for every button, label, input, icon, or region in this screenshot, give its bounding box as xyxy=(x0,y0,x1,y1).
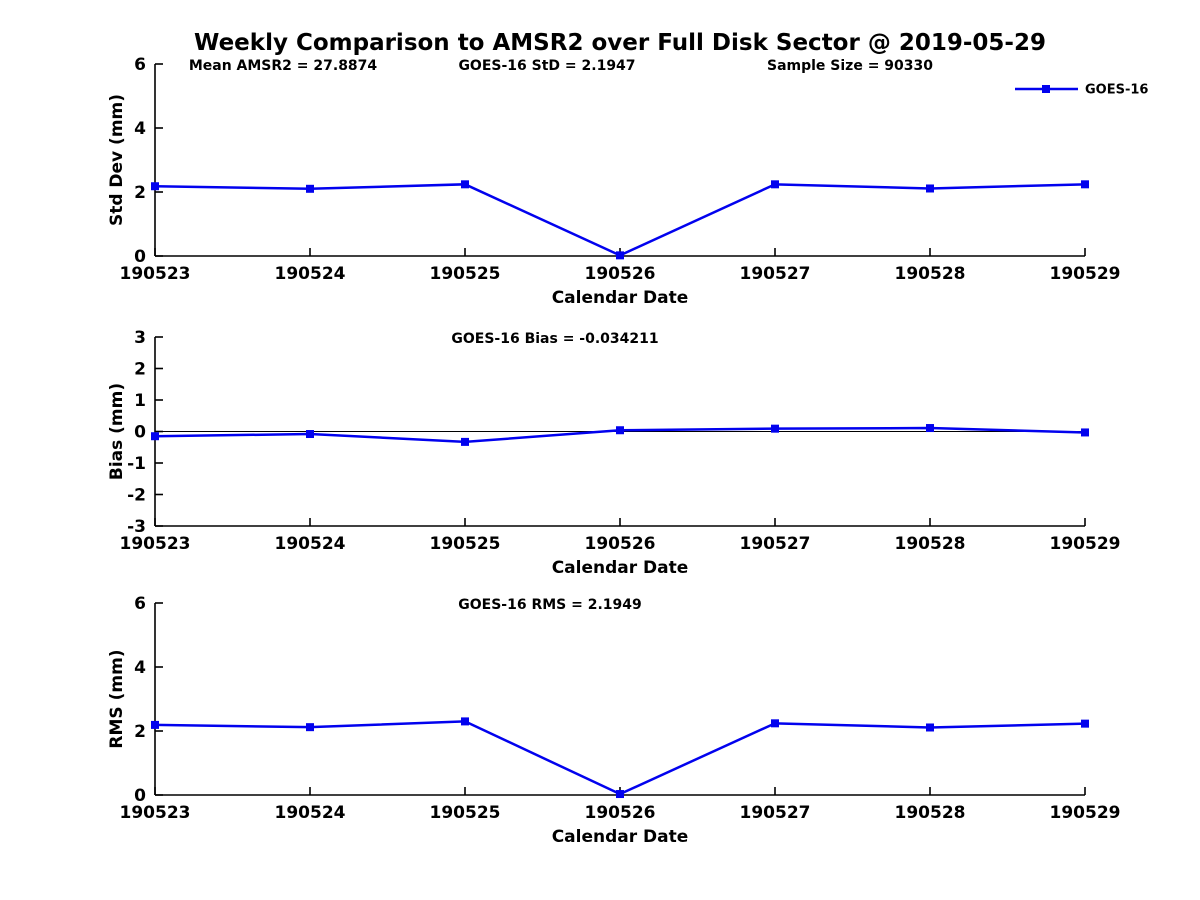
y-tick-label: -2 xyxy=(127,486,146,506)
annotation-goes16-rms: GOES-16 RMS = 2.1949 xyxy=(458,597,642,613)
x-tick-label: 190526 xyxy=(585,264,656,284)
y-tick-label: 6 xyxy=(134,594,146,614)
x-tick-label: 190523 xyxy=(120,534,191,554)
y-tick-label: -3 xyxy=(127,517,146,537)
y-tick-label: 2 xyxy=(134,722,146,742)
x-tick-label: 190524 xyxy=(275,264,346,284)
data-point-marker xyxy=(926,424,934,433)
data-point-marker xyxy=(616,790,624,799)
y-tick-label: 2 xyxy=(134,183,146,203)
figure-title: Weekly Comparison to AMSR2 over Full Dis… xyxy=(194,30,1046,56)
series-line-goes-16 xyxy=(154,183,1086,257)
y-axis-label-rms: RMS (mm) xyxy=(107,649,127,748)
legend: GOES-16 xyxy=(1015,83,1148,98)
x-tick-label: 190524 xyxy=(275,803,346,823)
x-tick-label: 190523 xyxy=(120,264,191,284)
y-tick-label: 4 xyxy=(134,658,146,678)
data-point-marker xyxy=(306,430,314,439)
y-tick-label: 0 xyxy=(134,786,146,806)
data-point-marker xyxy=(616,426,624,435)
x-tick-label: 190525 xyxy=(430,534,501,554)
x-tick-label: 190529 xyxy=(1050,264,1121,284)
x-tick-label: 190523 xyxy=(120,803,191,823)
y-tick-label: 2 xyxy=(134,360,146,380)
x-axis-label-1: Calendar Date xyxy=(552,288,689,308)
data-point-marker xyxy=(461,180,469,189)
x-tick-label: 190529 xyxy=(1050,803,1121,823)
x-tick-label: 190528 xyxy=(895,803,966,823)
x-tick-label: 190527 xyxy=(740,803,811,823)
annotation-mean-amsr2: Mean AMSR2 = 27.8874 xyxy=(189,58,378,74)
y-tick-label: 0 xyxy=(134,423,146,443)
y-tick-label: -1 xyxy=(127,454,146,474)
data-point-marker xyxy=(1081,719,1089,728)
data-point-marker xyxy=(1081,428,1089,437)
data-point-marker xyxy=(306,184,314,193)
x-tick-label: 190524 xyxy=(275,534,346,554)
x-axis-label-2: Calendar Date xyxy=(552,558,689,578)
annotation-goes16-bias: GOES-16 Bias = -0.034211 xyxy=(451,331,658,347)
y-axis-label-stddev: Std Dev (mm) xyxy=(107,94,127,226)
series-line-goes-16 xyxy=(154,720,1086,796)
x-axis-label-3: Calendar Date xyxy=(552,827,689,847)
subplot-rms: 0 2 4 6 190523 190524 190525 190526 190527 190528… xyxy=(120,594,1121,823)
subplots: 0 2 4 6 190523 190524 190525 190526 190527 190528… xyxy=(120,55,1121,823)
x-tick-label: 190529 xyxy=(1050,534,1121,554)
data-point-marker xyxy=(151,432,159,441)
data-point-marker xyxy=(771,719,779,728)
x-tick-label: 190526 xyxy=(585,803,656,823)
x-tick-label: 190528 xyxy=(895,264,966,284)
data-point-marker xyxy=(1081,180,1089,189)
annotation-goes16-std: GOES-16 StD = 2.1947 xyxy=(458,58,635,74)
y-axis-label-bias: Bias (mm) xyxy=(107,383,127,480)
data-point-marker xyxy=(151,720,159,729)
legend-marker-icon xyxy=(1042,85,1050,93)
y-tick-label: 3 xyxy=(134,328,146,348)
x-tick-label: 190527 xyxy=(740,534,811,554)
data-point-marker xyxy=(151,182,159,191)
y-tick-label: 0 xyxy=(134,247,146,267)
x-tick-label: 190528 xyxy=(895,534,966,554)
y-tick-label: 6 xyxy=(134,55,146,75)
annotation-sample-size: Sample Size = 90330 xyxy=(767,58,933,74)
data-point-marker xyxy=(926,723,934,732)
data-point-marker xyxy=(771,424,779,433)
x-tick-label: 190526 xyxy=(585,534,656,554)
y-tick-label: 4 xyxy=(134,119,146,139)
data-point-marker xyxy=(306,723,314,732)
data-point-marker xyxy=(461,437,469,446)
x-tick-label: 190527 xyxy=(740,264,811,284)
legend-entry-goes16: GOES-16 xyxy=(1085,83,1148,98)
subplot-stddev: 0 2 4 6 190523 190524 190525 190526 190527 190528… xyxy=(120,55,1121,284)
data-point-marker xyxy=(616,251,624,260)
y-tick-label: 1 xyxy=(134,391,146,411)
data-point-marker xyxy=(926,184,934,193)
x-tick-label: 190525 xyxy=(430,264,501,284)
x-tick-label: 190525 xyxy=(430,803,501,823)
data-point-marker xyxy=(461,717,469,726)
data-point-marker xyxy=(771,180,779,189)
